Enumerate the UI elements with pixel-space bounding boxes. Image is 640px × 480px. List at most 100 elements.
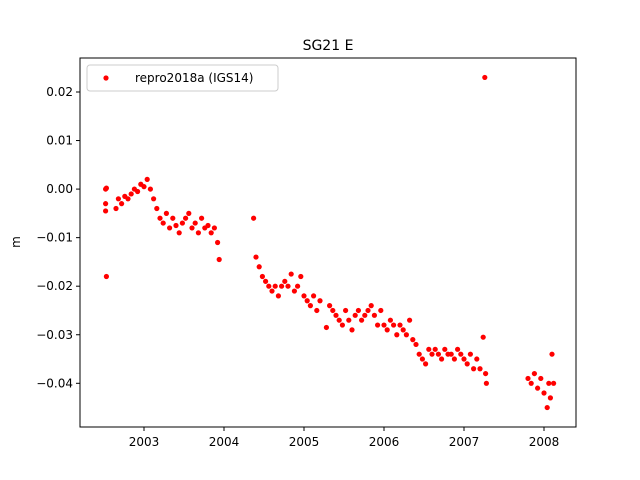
data-point <box>157 215 163 221</box>
data-point <box>285 283 291 289</box>
data-point <box>407 317 413 323</box>
data-point <box>371 312 377 318</box>
data-point <box>413 341 419 348</box>
data-point <box>544 404 550 411</box>
data-point <box>323 324 329 331</box>
data-point <box>419 356 425 362</box>
data-point <box>147 186 153 192</box>
chart-title: SG21 E <box>303 38 354 54</box>
data-point <box>464 361 470 367</box>
data-point <box>359 317 365 323</box>
data-point <box>167 225 173 231</box>
x-tick-label: 2004 <box>209 435 240 449</box>
data-point <box>282 278 288 284</box>
data-point <box>151 196 157 202</box>
data-point <box>113 205 119 212</box>
data-point <box>535 385 541 391</box>
data-point <box>375 322 381 328</box>
data-point <box>160 220 166 226</box>
data-point <box>549 351 555 357</box>
data-point <box>397 322 403 328</box>
data-point <box>192 220 198 226</box>
data-point <box>311 293 317 299</box>
data-point <box>531 370 538 377</box>
data-point <box>295 283 301 289</box>
data-point <box>170 215 176 221</box>
legend-box <box>86 64 279 92</box>
y-tick-label: −0.03 <box>36 328 73 342</box>
data-point <box>128 191 134 197</box>
data-point <box>528 380 534 386</box>
data-point <box>349 327 355 333</box>
data-point <box>163 210 169 216</box>
data-point <box>416 351 422 357</box>
y-axis: 0.02 0.01 0.00 −0.01 −0.02 −0.03 −0.04 <box>36 85 80 390</box>
data-point <box>103 185 109 191</box>
data-point <box>119 201 125 207</box>
data-point <box>442 346 448 352</box>
data-point <box>423 361 429 367</box>
data-point <box>103 273 109 280</box>
data-point <box>439 356 445 362</box>
data-point <box>426 346 432 352</box>
data-point <box>471 366 477 372</box>
x-axis: 2003 2004 2005 2006 2007 2008 <box>129 427 559 449</box>
data-point <box>394 332 400 338</box>
data-point <box>477 366 483 372</box>
data-point <box>135 188 141 195</box>
y-axis-label: m <box>9 236 23 248</box>
data-point <box>327 303 333 309</box>
plot-frame <box>79 57 577 428</box>
data-point <box>304 298 310 304</box>
data-point <box>253 254 259 260</box>
data-point <box>400 327 406 333</box>
data-point <box>352 312 358 318</box>
data-point <box>216 256 222 263</box>
legend-label: repro2018a (IGS14) <box>135 71 253 85</box>
data-point <box>432 346 438 352</box>
data-point <box>483 380 489 386</box>
data-point <box>391 322 397 328</box>
legend-marker <box>103 75 109 81</box>
data-point <box>474 356 480 362</box>
data-point <box>266 283 272 289</box>
x-tick-label: 2006 <box>369 435 400 449</box>
data-point <box>256 264 262 270</box>
data-point <box>115 196 121 202</box>
data-point <box>205 222 211 229</box>
data-point <box>103 208 109 214</box>
data-point <box>467 351 473 357</box>
data-point <box>179 220 185 226</box>
data-point <box>288 271 294 277</box>
legend: repro2018a (IGS14) <box>86 64 279 92</box>
data-point <box>546 380 552 386</box>
data-point <box>346 317 352 323</box>
data-point <box>186 210 192 216</box>
data-point <box>541 390 547 396</box>
data-point <box>429 351 435 357</box>
data-point <box>279 283 285 289</box>
data-point <box>208 230 214 236</box>
data-point <box>451 356 457 362</box>
data-point <box>435 351 441 357</box>
data-point <box>387 317 393 323</box>
data-point <box>103 201 109 207</box>
data-point <box>339 322 345 328</box>
data-point <box>343 307 349 314</box>
data-point <box>461 356 467 362</box>
data-point <box>251 215 257 221</box>
data-point <box>125 196 131 202</box>
x-tick-label: 2003 <box>129 435 160 449</box>
data-point <box>336 317 342 323</box>
data-point <box>455 346 461 352</box>
data-point <box>141 184 147 190</box>
data-point <box>480 334 486 340</box>
y-tick-label: −0.02 <box>36 279 73 293</box>
data-point <box>384 327 390 333</box>
data-point <box>173 222 179 229</box>
x-tick-label: 2005 <box>289 435 320 449</box>
data-point <box>525 375 531 382</box>
data-point <box>551 380 557 386</box>
data-point <box>403 332 409 338</box>
